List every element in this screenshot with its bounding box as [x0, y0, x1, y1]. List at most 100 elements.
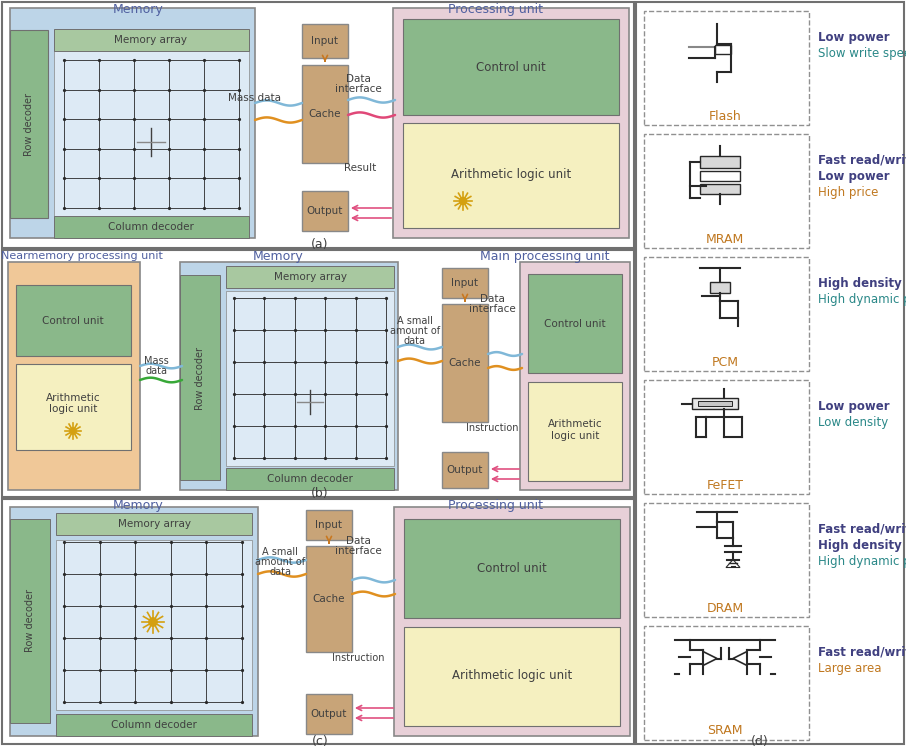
Bar [180, 275, 220, 480]
Text: Memory array: Memory array [274, 272, 346, 282]
Bar [393, 8, 629, 238]
Bar [644, 503, 809, 617]
Text: A small: A small [397, 316, 433, 326]
Text: DRAM: DRAM [707, 601, 744, 615]
Text: logic unit: logic unit [551, 431, 599, 441]
Text: Mass: Mass [144, 356, 169, 366]
Bar [2, 250, 634, 497]
Text: Output: Output [311, 709, 347, 719]
Bar [644, 380, 809, 494]
Bar [404, 519, 620, 618]
Bar [700, 156, 740, 168]
Text: (a): (a) [312, 238, 329, 251]
Text: Instruction: Instruction [332, 653, 384, 663]
Text: Low power: Low power [818, 400, 890, 413]
Text: Cache: Cache [448, 358, 481, 368]
Text: High dynamic power: High dynamic power [818, 293, 906, 306]
Text: Slow write speed: Slow write speed [818, 47, 906, 60]
Text: Control unit: Control unit [43, 316, 104, 326]
Text: interface: interface [334, 546, 381, 556]
Text: Output: Output [447, 465, 483, 475]
Text: data: data [269, 567, 291, 577]
Bar [226, 291, 394, 466]
Text: Large area: Large area [818, 662, 882, 675]
Text: Input: Input [315, 520, 342, 530]
Text: Low power: Low power [818, 170, 890, 183]
Bar [644, 134, 809, 248]
Text: A small: A small [262, 547, 298, 557]
Bar [700, 183, 740, 194]
Text: Output: Output [307, 206, 343, 216]
Text: Arithmetic: Arithmetic [548, 419, 602, 429]
Text: logic unit: logic unit [49, 404, 97, 414]
Bar [644, 626, 809, 740]
Bar [226, 468, 394, 490]
Text: Data: Data [345, 74, 371, 84]
Bar [404, 627, 620, 726]
Text: PCM: PCM [711, 355, 738, 369]
Bar [10, 30, 48, 218]
Text: Main processing unit: Main processing unit [480, 250, 610, 263]
Bar [692, 397, 738, 408]
Bar [56, 540, 252, 710]
Text: data: data [404, 336, 426, 346]
Bar [10, 519, 50, 723]
Text: Arithmetic logic unit: Arithmetic logic unit [451, 168, 571, 180]
Text: Cache: Cache [309, 109, 342, 119]
Text: Input: Input [451, 278, 478, 288]
Bar [715, 44, 731, 54]
Text: High dynamic power: High dynamic power [818, 555, 906, 568]
Text: Processing unit: Processing unit [448, 2, 543, 16]
Text: Result: Result [344, 163, 376, 173]
Bar [2, 2, 634, 248]
Text: Input: Input [312, 36, 339, 46]
Bar [302, 191, 348, 231]
Bar [520, 262, 630, 490]
Text: Memory: Memory [112, 2, 163, 16]
Bar [8, 262, 140, 490]
Text: FeFET: FeFET [707, 479, 744, 491]
Text: interface: interface [468, 304, 516, 314]
Bar [710, 281, 730, 292]
Text: High density: High density [818, 539, 901, 552]
Bar [644, 11, 809, 125]
Bar [302, 65, 348, 163]
Text: Row decoder: Row decoder [195, 346, 205, 409]
Text: Memory array: Memory array [114, 35, 188, 45]
Bar [528, 382, 622, 481]
Bar [306, 546, 352, 652]
Bar [180, 262, 398, 490]
Bar [56, 513, 252, 535]
Bar [2, 499, 634, 744]
Bar [442, 452, 488, 488]
Bar [528, 274, 622, 373]
Text: Control unit: Control unit [477, 61, 546, 73]
Bar [54, 216, 249, 238]
Text: Memory array: Memory array [118, 519, 190, 529]
Text: Control unit: Control unit [545, 319, 606, 329]
Text: Data: Data [479, 294, 505, 304]
Bar [403, 123, 619, 228]
Circle shape [149, 618, 157, 626]
Text: Nearmemory processing unit: Nearmemory processing unit [1, 251, 163, 261]
Bar [226, 266, 394, 288]
Text: Processing unit: Processing unit [448, 498, 543, 512]
Bar [54, 29, 249, 51]
Text: Row decoder: Row decoder [24, 93, 34, 156]
Bar [10, 8, 255, 238]
Bar [394, 507, 630, 736]
Circle shape [459, 197, 467, 204]
Text: MRAM: MRAM [706, 233, 744, 245]
Bar [306, 510, 352, 540]
Text: Column decoder: Column decoder [108, 222, 194, 232]
Text: (b): (b) [311, 488, 329, 500]
Text: Flash: Flash [708, 109, 741, 123]
Bar [306, 694, 352, 734]
Bar [16, 285, 131, 356]
Bar [644, 257, 809, 371]
Bar [698, 400, 732, 405]
Text: Row decoder: Row decoder [25, 589, 35, 652]
Text: Memory: Memory [253, 250, 304, 263]
Text: Cache: Cache [313, 594, 345, 604]
Bar [302, 24, 348, 58]
